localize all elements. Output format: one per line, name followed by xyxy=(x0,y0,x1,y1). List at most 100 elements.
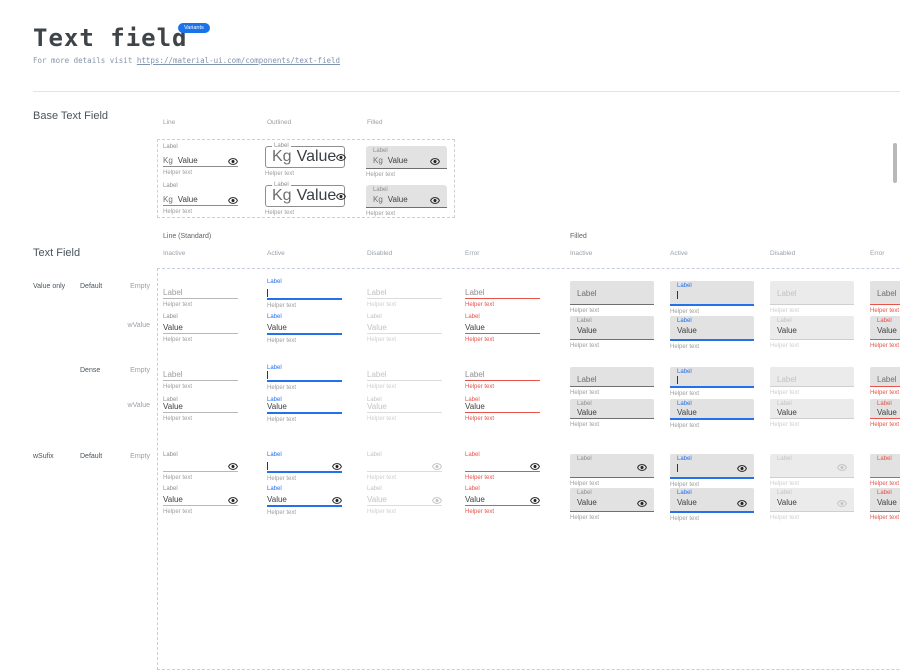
eye-icon[interactable] xyxy=(228,497,238,504)
eye-icon[interactable] xyxy=(432,463,442,470)
field-value: Value xyxy=(777,326,797,335)
floating-label: Label xyxy=(373,187,388,193)
field-filled-inactive[interactable]: Label Helper text xyxy=(570,452,654,488)
field-filled-disabled[interactable]: Label Value Helper text xyxy=(770,314,854,350)
floating-label: Label xyxy=(272,143,291,150)
field-line-inactive[interactable]: Label Value Helper text xyxy=(163,314,238,344)
base-field-outlined[interactable]: Label Kg Value Helper text xyxy=(265,143,347,178)
eye-icon[interactable] xyxy=(228,158,238,165)
field-filled-disabled[interactable]: Label Helper text xyxy=(770,365,854,397)
field-filled-error[interactable]: Label Helper text xyxy=(870,452,900,488)
field-line-active[interactable]: Label Value Helper text xyxy=(267,486,342,517)
scrollbar-thumb[interactable] xyxy=(893,143,897,183)
eye-icon[interactable] xyxy=(530,463,540,470)
field-filled-active[interactable]: Label Value Helper text xyxy=(670,314,754,351)
input-underline: Kg Value xyxy=(163,190,238,206)
field-line-error[interactable]: Label Helper text xyxy=(465,452,540,482)
field-filled-disabled[interactable]: Label Value Helper text xyxy=(770,397,854,429)
state-header-error: Error xyxy=(465,250,480,257)
field-filled-disabled[interactable]: Label Value Helper text xyxy=(770,486,854,522)
field-filled-active[interactable]: Label Value Helper text xyxy=(670,486,754,523)
base-field-filled[interactable]: Label Kg Value Helper text xyxy=(366,185,447,218)
field-line-disabled[interactable]: Label Value Helper text xyxy=(367,486,442,516)
text-cursor xyxy=(267,371,268,379)
field-filled-inactive[interactable]: Label Value Helper text xyxy=(570,314,654,350)
eye-icon[interactable] xyxy=(430,196,440,204)
field-filled-disabled[interactable]: Label Helper text xyxy=(770,279,854,315)
field-line-active[interactable]: Label Helper text xyxy=(267,452,342,483)
field-line-disabled[interactable]: Label Value Helper text xyxy=(367,314,442,344)
base-field-filled[interactable]: Label Kg Value Helper text xyxy=(366,146,447,179)
field-filled-inactive[interactable]: Label Value Helper text xyxy=(570,397,654,429)
field-value: Value xyxy=(267,402,287,411)
field-filled-inactive[interactable]: Label Value Helper text xyxy=(570,486,654,522)
base-field-outlined[interactable]: Label Kg Value Helper text xyxy=(265,182,347,217)
field-line-active[interactable]: Label Value Helper text xyxy=(267,397,342,424)
field-line-active[interactable]: Label Helper text xyxy=(267,365,342,392)
field-line-active[interactable]: Label Helper text xyxy=(267,279,342,310)
field-filled-error[interactable]: Label Value Helper text xyxy=(870,397,900,429)
field-filled-active[interactable]: Label Helper text xyxy=(670,365,754,398)
field-filled-error[interactable]: Label Helper text xyxy=(870,365,900,397)
row-variant-default: Default xyxy=(80,283,103,290)
input-underline xyxy=(267,286,342,300)
field-line-error[interactable]: Label Helper text xyxy=(465,365,540,391)
field-line-error[interactable]: Label Value Helper text xyxy=(465,397,540,423)
base-field-line[interactable]: Label Kg Value Helper text xyxy=(163,183,238,216)
eye-icon[interactable] xyxy=(228,197,238,204)
eye-icon[interactable] xyxy=(637,464,647,471)
eye-icon[interactable] xyxy=(336,192,347,200)
field-line-disabled[interactable]: Label Value Helper text xyxy=(367,397,442,423)
field-value: Value xyxy=(677,408,697,417)
field-line-disabled[interactable]: Label Helper text xyxy=(367,279,442,309)
floating-label: Label xyxy=(163,314,178,320)
eye-icon[interactable] xyxy=(837,499,847,507)
outlined-box: Label Kg Value xyxy=(265,182,347,207)
field-value: Value xyxy=(163,495,183,504)
field-filled-error[interactable]: Label Value Helper text xyxy=(870,486,900,522)
field-filled-error[interactable]: Label Helper text xyxy=(870,279,900,315)
eye-icon[interactable] xyxy=(332,463,342,470)
field-filled-error[interactable]: Label Value Helper text xyxy=(870,314,900,350)
helper-text: Helper text xyxy=(267,338,297,344)
input-row: Value xyxy=(877,498,900,508)
eye-icon[interactable] xyxy=(637,499,647,507)
eye-icon[interactable] xyxy=(228,463,238,470)
input-row: Value xyxy=(677,498,747,508)
field-line-error[interactable]: Label Value Helper text xyxy=(465,314,540,344)
floating-label: Label xyxy=(877,318,892,324)
field-line-disabled[interactable]: Label Helper text xyxy=(367,365,442,391)
eye-icon[interactable] xyxy=(432,497,442,504)
field-value: Value xyxy=(296,187,337,204)
input-underline: Label xyxy=(367,286,442,299)
eye-icon[interactable] xyxy=(430,157,440,165)
row-state-empty: Empty xyxy=(130,283,150,290)
base-field-line[interactable]: Label Kg Value Helper text xyxy=(163,144,238,177)
field-filled-active[interactable]: Label Helper text xyxy=(670,452,754,489)
eye-icon[interactable] xyxy=(336,153,347,161)
field-filled-inactive[interactable]: Label Helper text xyxy=(570,365,654,397)
helper-text: Helper text xyxy=(570,308,600,314)
field-line-inactive[interactable]: Label Helper text xyxy=(163,279,238,309)
field-filled-active[interactable]: Label Helper text xyxy=(670,279,754,316)
field-line-active[interactable]: Label Value Helper text xyxy=(267,314,342,345)
eye-icon[interactable] xyxy=(737,499,747,507)
field-line-inactive[interactable]: Label Value Helper text xyxy=(163,397,238,423)
eye-icon[interactable] xyxy=(332,497,342,504)
field-line-disabled[interactable]: Label Helper text xyxy=(367,452,442,482)
field-line-error[interactable]: Label Helper text xyxy=(465,279,540,309)
field-filled-inactive[interactable]: Label Helper text xyxy=(570,279,654,315)
input-row: Value xyxy=(777,408,847,418)
input-row: Value xyxy=(577,408,647,418)
eye-icon[interactable] xyxy=(530,497,540,504)
filled-box: Label Value xyxy=(670,316,754,341)
field-line-error[interactable]: Label Value Helper text xyxy=(465,486,540,516)
docs-link[interactable]: https://material-ui.com/components/text-… xyxy=(136,56,341,65)
field-line-inactive[interactable]: Label Value Helper text xyxy=(163,486,238,516)
field-line-inactive[interactable]: Label Helper text xyxy=(163,365,238,391)
field-filled-disabled[interactable]: Label Helper text xyxy=(770,452,854,488)
field-line-inactive[interactable]: Label Helper text xyxy=(163,452,238,482)
eye-icon[interactable] xyxy=(837,464,847,471)
eye-icon[interactable] xyxy=(737,464,747,472)
field-filled-active[interactable]: Label Value Helper text xyxy=(670,397,754,430)
